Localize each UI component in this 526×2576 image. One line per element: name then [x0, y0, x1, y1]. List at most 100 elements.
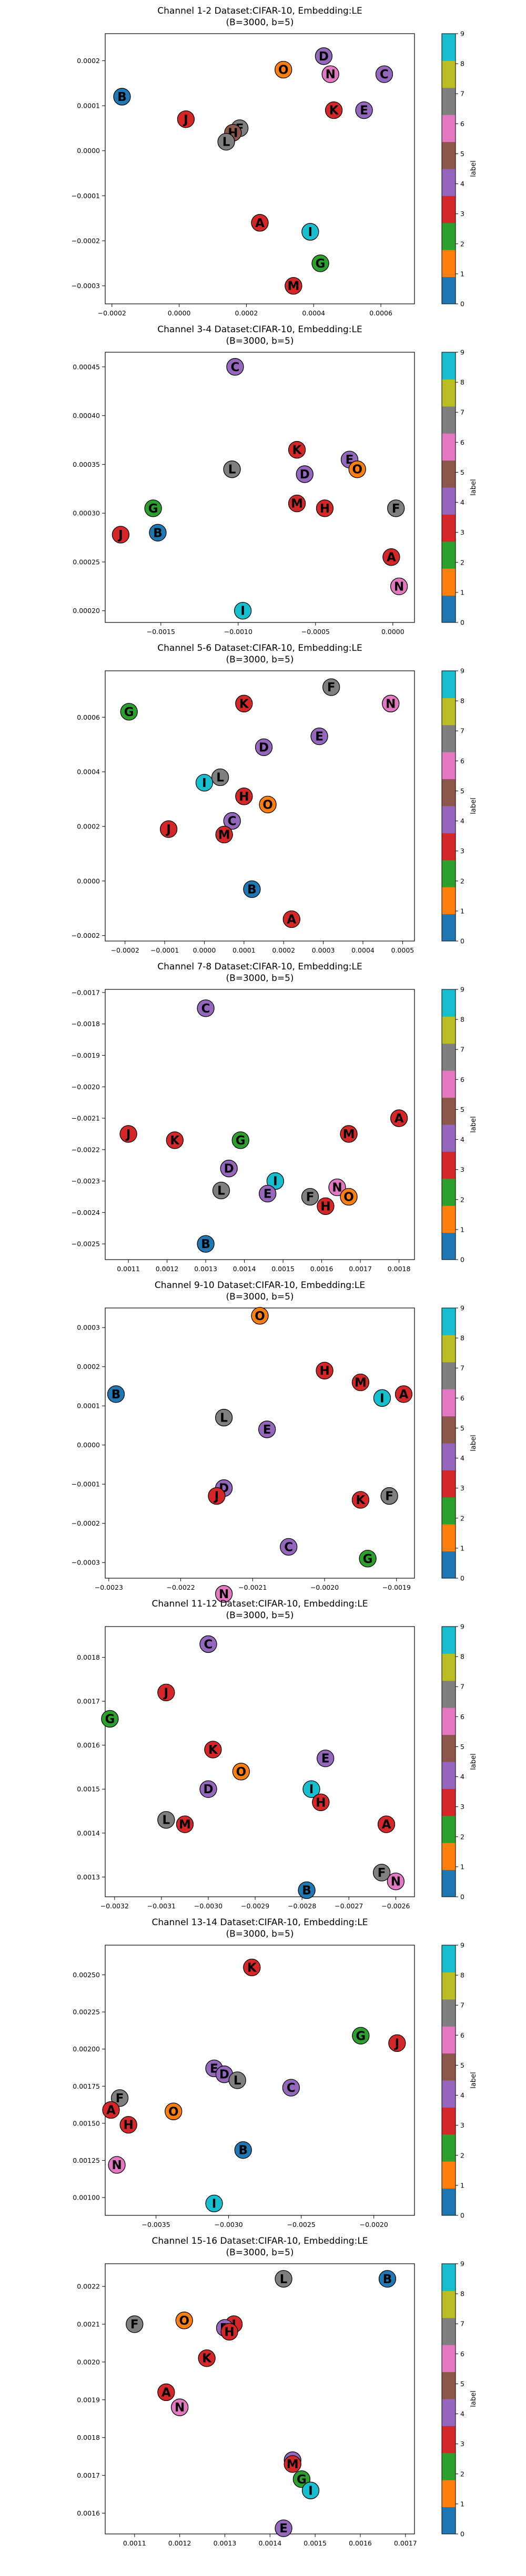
data-point-letter: L	[280, 2273, 288, 2286]
chart-title: Channel 3-4 Dataset:CIFAR-10, Embedding:…	[157, 324, 362, 335]
colorbar-tick-label: 5	[460, 1743, 464, 1751]
data-point-letter: K	[239, 697, 249, 711]
data-point	[157, 1811, 175, 1829]
y-tick-label: −0.0019	[72, 1051, 100, 1059]
y-tick-label: 0.00175	[73, 2082, 100, 2090]
y-tick-label: 0.0017	[77, 1698, 100, 1705]
data-point-letter: B	[302, 1884, 311, 1897]
data-point-letter: E	[321, 1752, 330, 1766]
colorbar-segment	[442, 141, 456, 169]
data-point-letter: N	[332, 1181, 342, 1195]
data-point	[102, 2101, 120, 2119]
colorbar-tick-label: 9	[460, 1623, 464, 1631]
colorbar-tick-label: 4	[460, 180, 464, 188]
data-point	[113, 88, 131, 106]
data-point	[373, 1389, 391, 1407]
colorbar-segment	[442, 2188, 456, 2216]
data-point-letter: I	[202, 776, 207, 790]
colorbar-label: label	[470, 2390, 478, 2407]
colorbar-tick-label: 9	[460, 2260, 464, 2268]
data-point-letter: I	[380, 1392, 385, 1405]
data-point-letter: O	[278, 64, 289, 77]
colorbar-tick-label: 4	[460, 1136, 464, 1143]
y-tick-label: 0.0002	[77, 822, 100, 830]
data-point	[170, 2398, 189, 2416]
data-point-letter: A	[394, 1112, 404, 1126]
y-tick-label: 0.0016	[77, 2509, 100, 2517]
colorbar-tick-label: 8	[460, 1334, 464, 1342]
data-point-letter: G	[124, 706, 134, 719]
data-point	[165, 2102, 183, 2120]
x-tick-label: 0.0012	[156, 1265, 179, 1273]
colorbar-segment	[442, 1788, 456, 1816]
colorbar-segment	[442, 169, 456, 196]
colorbar-tick-label: 5	[460, 1106, 464, 1113]
data-point-letter: O	[262, 798, 273, 812]
colorbar-segment	[442, 2080, 456, 2108]
colorbar-label: label	[470, 2072, 478, 2088]
y-tick-label: −0.0002	[72, 1519, 100, 1527]
colorbar-tick-label: 0	[460, 1256, 464, 1264]
data-point	[223, 461, 241, 478]
colorbar-segment	[442, 1708, 456, 1735]
colorbar-tick-label: 3	[460, 528, 464, 536]
y-tick-label: −0.0002	[72, 932, 100, 939]
colorbar-tick-label: 6	[460, 120, 464, 128]
data-point-letter: D	[300, 468, 310, 482]
data-point-letter: E	[315, 730, 323, 744]
data-point	[215, 1585, 233, 1603]
colorbar-segment	[442, 1843, 456, 1870]
x-tick-label: −0.0031	[147, 1902, 176, 1910]
colorbar-tick-label: 1	[460, 588, 464, 596]
data-point-letter: F	[327, 681, 336, 694]
data-point	[251, 1307, 269, 1325]
colorbar-segment	[442, 2345, 456, 2373]
colorbar-tick-label: 7	[460, 727, 464, 735]
colorbar-segment	[442, 379, 456, 407]
colorbar-tick-label: 7	[460, 2001, 464, 2009]
data-point	[316, 499, 334, 517]
colorbar-tick-label: 5	[460, 150, 464, 158]
chart-subtitle: (B=3000, b=5)	[226, 655, 294, 665]
data-point-letter: C	[284, 1540, 293, 1554]
chart-panel: Channel 1-2 Dataset:CIFAR-10, Embedding:…	[72, 6, 478, 317]
data-point-letter: J	[183, 113, 188, 127]
colorbar-tick-label: 3	[460, 1166, 464, 1173]
x-tick-label: 0.0000	[168, 309, 191, 317]
data-point-letter: H	[124, 2119, 134, 2132]
x-tick-label: 0.0013	[214, 2539, 237, 2547]
chart-panel: Channel 5-6 Dataset:CIFAR-10, Embedding:…	[72, 643, 478, 954]
data-point-letter: G	[148, 502, 158, 516]
data-point	[157, 1683, 175, 1702]
data-point	[259, 1184, 277, 1203]
x-tick-label: 0.0017	[349, 1265, 372, 1273]
colorbar-tick-label: 7	[460, 1683, 464, 1691]
data-point-letter: F	[392, 502, 400, 516]
x-tick-label: 0.0006	[369, 309, 392, 317]
data-point	[177, 110, 195, 128]
y-tick-label: 0.00025	[73, 558, 100, 566]
colorbar-frame	[441, 1307, 456, 1579]
y-tick-label: 0.0018	[77, 2434, 100, 2441]
colorbar-tick-label: 8	[460, 379, 464, 386]
plot-area	[105, 33, 415, 304]
colorbar-label: label	[470, 160, 478, 177]
colorbar-tick-label: 4	[460, 1454, 464, 1462]
data-point	[220, 2323, 238, 2341]
data-point	[351, 1373, 370, 1392]
data-point-letter: D	[319, 50, 329, 64]
colorbar-segment	[442, 1627, 456, 1654]
data-point	[119, 1125, 137, 1143]
data-point	[175, 2312, 193, 2329]
x-tick-label: 0.0016	[349, 2539, 372, 2547]
y-tick-label: −0.0003	[72, 282, 100, 290]
colorbar-tick-label: 0	[460, 1575, 464, 1582]
colorbar-tick-label: 2	[460, 240, 464, 248]
colorbar-segment	[442, 1734, 456, 1762]
x-tick-label: −0.0032	[100, 1902, 129, 1910]
y-tick-label: 0.00020	[73, 607, 100, 615]
y-tick-label: −0.0025	[72, 1240, 100, 1248]
data-point-letter: B	[201, 1238, 210, 1251]
data-point	[321, 65, 339, 83]
data-point-letter: K	[247, 1961, 257, 1975]
